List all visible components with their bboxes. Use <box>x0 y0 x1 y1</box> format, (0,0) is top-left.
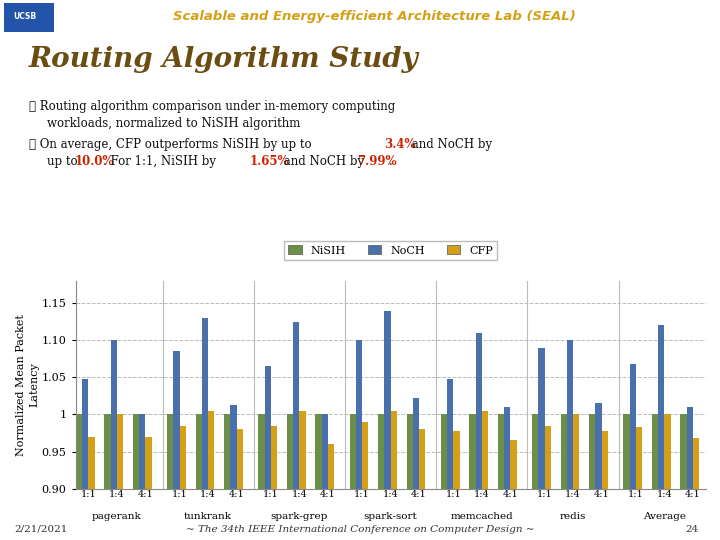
Bar <box>636 427 642 540</box>
Bar <box>544 426 551 540</box>
Bar <box>82 379 89 540</box>
Bar <box>469 415 476 540</box>
Bar <box>167 415 174 540</box>
Bar <box>4 3 54 32</box>
Bar <box>504 407 510 540</box>
Text: Routing Algorithm Study: Routing Algorithm Study <box>29 46 418 73</box>
Bar <box>230 405 237 540</box>
Bar <box>652 415 658 540</box>
Text: UCSB: UCSB <box>14 12 37 22</box>
Text: .: . <box>389 155 392 168</box>
Bar <box>111 340 117 540</box>
Text: and NoCH by: and NoCH by <box>280 155 368 168</box>
Bar <box>139 415 145 540</box>
Bar <box>532 415 539 540</box>
Text: workloads, normalized to NiSIH algorithm: workloads, normalized to NiSIH algorithm <box>47 117 300 130</box>
Bar <box>89 437 95 540</box>
Bar <box>328 444 334 540</box>
Bar <box>362 422 369 540</box>
Bar <box>271 426 277 540</box>
Bar <box>293 322 300 540</box>
Bar <box>680 415 686 540</box>
Bar <box>384 310 390 540</box>
Text: pagerank: pagerank <box>92 512 142 522</box>
Bar <box>407 415 413 540</box>
Bar <box>693 438 699 540</box>
Bar <box>510 441 516 540</box>
Bar <box>258 415 265 540</box>
Text: redis: redis <box>560 512 586 522</box>
Bar <box>133 415 139 540</box>
Bar <box>390 411 397 540</box>
Bar <box>419 429 426 540</box>
Text: 7.99%: 7.99% <box>357 155 397 168</box>
Text: Scalable and Energy-efficient Architecture Lab (SEAL): Scalable and Energy-efficient Architectu… <box>173 10 576 23</box>
Bar <box>629 364 636 540</box>
Bar <box>573 415 580 540</box>
Text: . For 1:1, NiSIH by: . For 1:1, NiSIH by <box>103 155 220 168</box>
Bar <box>287 415 293 540</box>
Bar <box>237 429 243 540</box>
Bar <box>315 415 322 540</box>
Bar <box>595 403 601 540</box>
Text: tunkrank: tunkrank <box>184 512 232 522</box>
Text: memcached: memcached <box>451 512 513 522</box>
Bar <box>447 379 454 540</box>
Text: Average: Average <box>643 512 686 522</box>
Bar <box>224 415 230 540</box>
Bar <box>356 340 362 540</box>
Bar <box>350 415 356 540</box>
Text: ❖ On average, CFP outperforms NiSIH by up to: ❖ On average, CFP outperforms NiSIH by u… <box>29 138 315 151</box>
Bar <box>624 415 629 540</box>
Bar <box>482 411 488 540</box>
Bar <box>665 415 670 540</box>
Bar <box>104 415 111 540</box>
Bar <box>454 431 459 540</box>
Y-axis label: Normalized Mean Packet
Latency: Normalized Mean Packet Latency <box>16 314 39 456</box>
Bar <box>441 415 447 540</box>
Text: spark-sort: spark-sort <box>364 512 418 522</box>
Bar <box>378 415 384 540</box>
Bar <box>567 340 573 540</box>
Bar <box>117 415 123 540</box>
Bar <box>498 415 504 540</box>
Bar <box>601 431 608 540</box>
Text: 1.65%: 1.65% <box>249 155 289 168</box>
Bar <box>202 318 208 540</box>
Bar <box>476 333 482 540</box>
Text: ~ The 34th IEEE International Conference on Computer Design ~: ~ The 34th IEEE International Conference… <box>186 524 534 534</box>
Bar <box>322 415 328 540</box>
Bar <box>300 411 305 540</box>
Bar <box>180 426 186 540</box>
Bar <box>174 352 180 540</box>
Text: up to: up to <box>47 155 81 168</box>
Text: 3.4%: 3.4% <box>384 138 415 151</box>
Bar <box>208 411 215 540</box>
Bar <box>196 415 202 540</box>
Text: spark-grep: spark-grep <box>271 512 328 522</box>
Text: 24: 24 <box>685 524 698 534</box>
Bar <box>658 325 665 540</box>
Bar <box>413 398 419 540</box>
Bar <box>539 348 544 540</box>
Bar <box>686 407 693 540</box>
Text: 2/21/2021: 2/21/2021 <box>14 524 68 534</box>
Bar <box>145 437 152 540</box>
Legend: NiSIH, NoCH, CFP: NiSIH, NoCH, CFP <box>284 241 498 260</box>
Bar <box>265 366 271 540</box>
Text: ❖ Routing algorithm comparison under in-memory computing: ❖ Routing algorithm comparison under in-… <box>29 100 395 113</box>
Bar <box>589 415 595 540</box>
Bar <box>561 415 567 540</box>
Text: and NoCH by: and NoCH by <box>408 138 492 151</box>
Text: 10.0%: 10.0% <box>74 155 114 168</box>
Bar <box>76 415 82 540</box>
